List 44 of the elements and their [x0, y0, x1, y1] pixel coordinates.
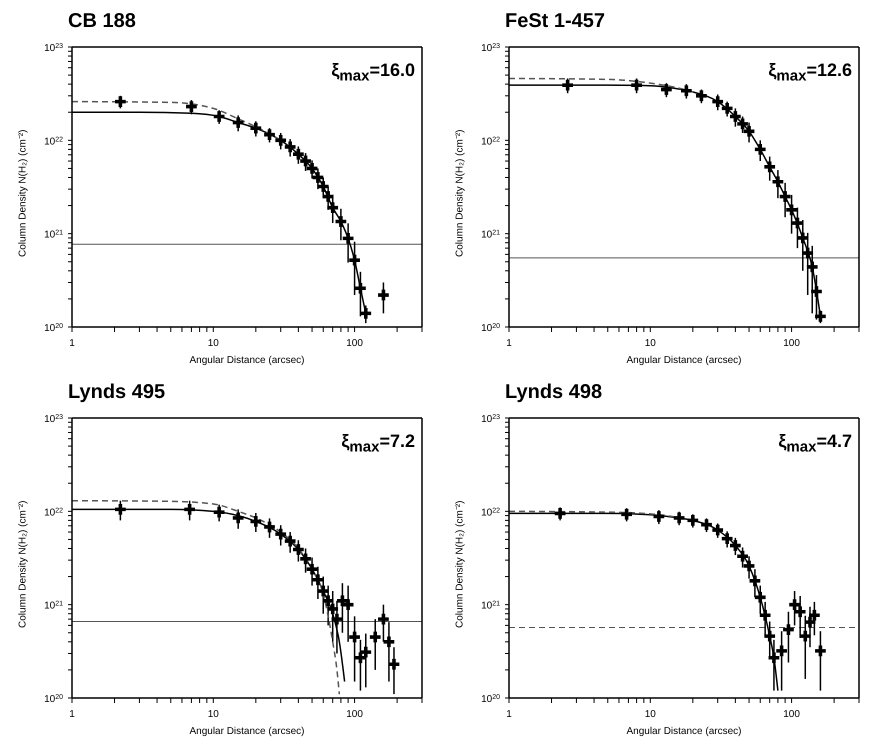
x-tick-label: 10 [644, 338, 656, 349]
y-tick-label: 10$^{21}$ [481, 229, 500, 241]
x-axis-title: Angular Distance (arcsec) [626, 355, 742, 366]
y-axis-title: Column Density N(H₂) (cm⁻²) [454, 500, 466, 628]
x-tick-label: 1 [506, 709, 512, 720]
annotation: ξ$_{max}$=12.6 [768, 60, 852, 85]
y-tick-label: 10$^{23}$ [481, 414, 500, 425]
y-axis-title: Column Density N(H₂) (cm⁻²) [18, 500, 29, 628]
x-tick-label: 100 [783, 709, 800, 720]
y-tick-label: 10$^{22}$ [44, 506, 64, 518]
y-tick-label: 10$^{22}$ [481, 506, 500, 518]
chart-title: CB 188 [68, 10, 136, 33]
y-tick-label: 10$^{21}$ [481, 600, 500, 612]
y-axis-title: Column Density N(H₂) (cm⁻²) [454, 130, 466, 257]
x-axis-title: Angular Distance (arcsec) [626, 726, 742, 737]
y-tick-label: 10$^{20}$ [481, 322, 500, 334]
chart-title: Lynds 498 [505, 381, 602, 404]
y-tick-label: 10$^{21}$ [44, 229, 64, 241]
x-axis-title: Angular Distance (arcsec) [189, 726, 305, 737]
chart-title: Lynds 495 [68, 381, 166, 404]
x-tick-label: 100 [346, 338, 364, 349]
y-axis-title: Column Density N(H₂) (cm⁻²) [18, 130, 29, 257]
x-tick-label: 10 [208, 709, 220, 720]
y-tick-label: 10$^{20}$ [44, 322, 64, 334]
y-tick-label: 10$^{22}$ [44, 136, 64, 148]
y-tick-label: 10$^{23}$ [44, 42, 64, 54]
x-tick-label: 100 [346, 709, 364, 720]
x-axis-title: Angular Distance (arcsec) [189, 355, 305, 366]
x-tick-label: 1 [69, 709, 76, 720]
x-tick-label: 100 [783, 338, 800, 349]
x-tick-label: 1 [69, 338, 76, 349]
y-tick-label: 10$^{20}$ [481, 694, 500, 705]
chart-title: FeSt 1-457 [505, 10, 606, 33]
y-tick-label: 10$^{20}$ [44, 694, 64, 705]
y-tick-label: 10$^{23}$ [44, 414, 64, 425]
x-tick-label: 10 [208, 338, 220, 349]
y-tick-label: 10$^{22}$ [481, 136, 500, 148]
annotation: ξ$_{max}$=16.0 [331, 60, 415, 85]
y-tick-label: 10$^{21}$ [44, 600, 64, 612]
x-tick-label: 10 [644, 709, 656, 720]
x-tick-label: 1 [506, 338, 512, 349]
annotation: ξ$_{max}$=7.2 [341, 431, 415, 456]
annotation: ξ$_{max}$=4.7 [778, 431, 852, 456]
y-tick-label: 10$^{23}$ [481, 42, 500, 54]
